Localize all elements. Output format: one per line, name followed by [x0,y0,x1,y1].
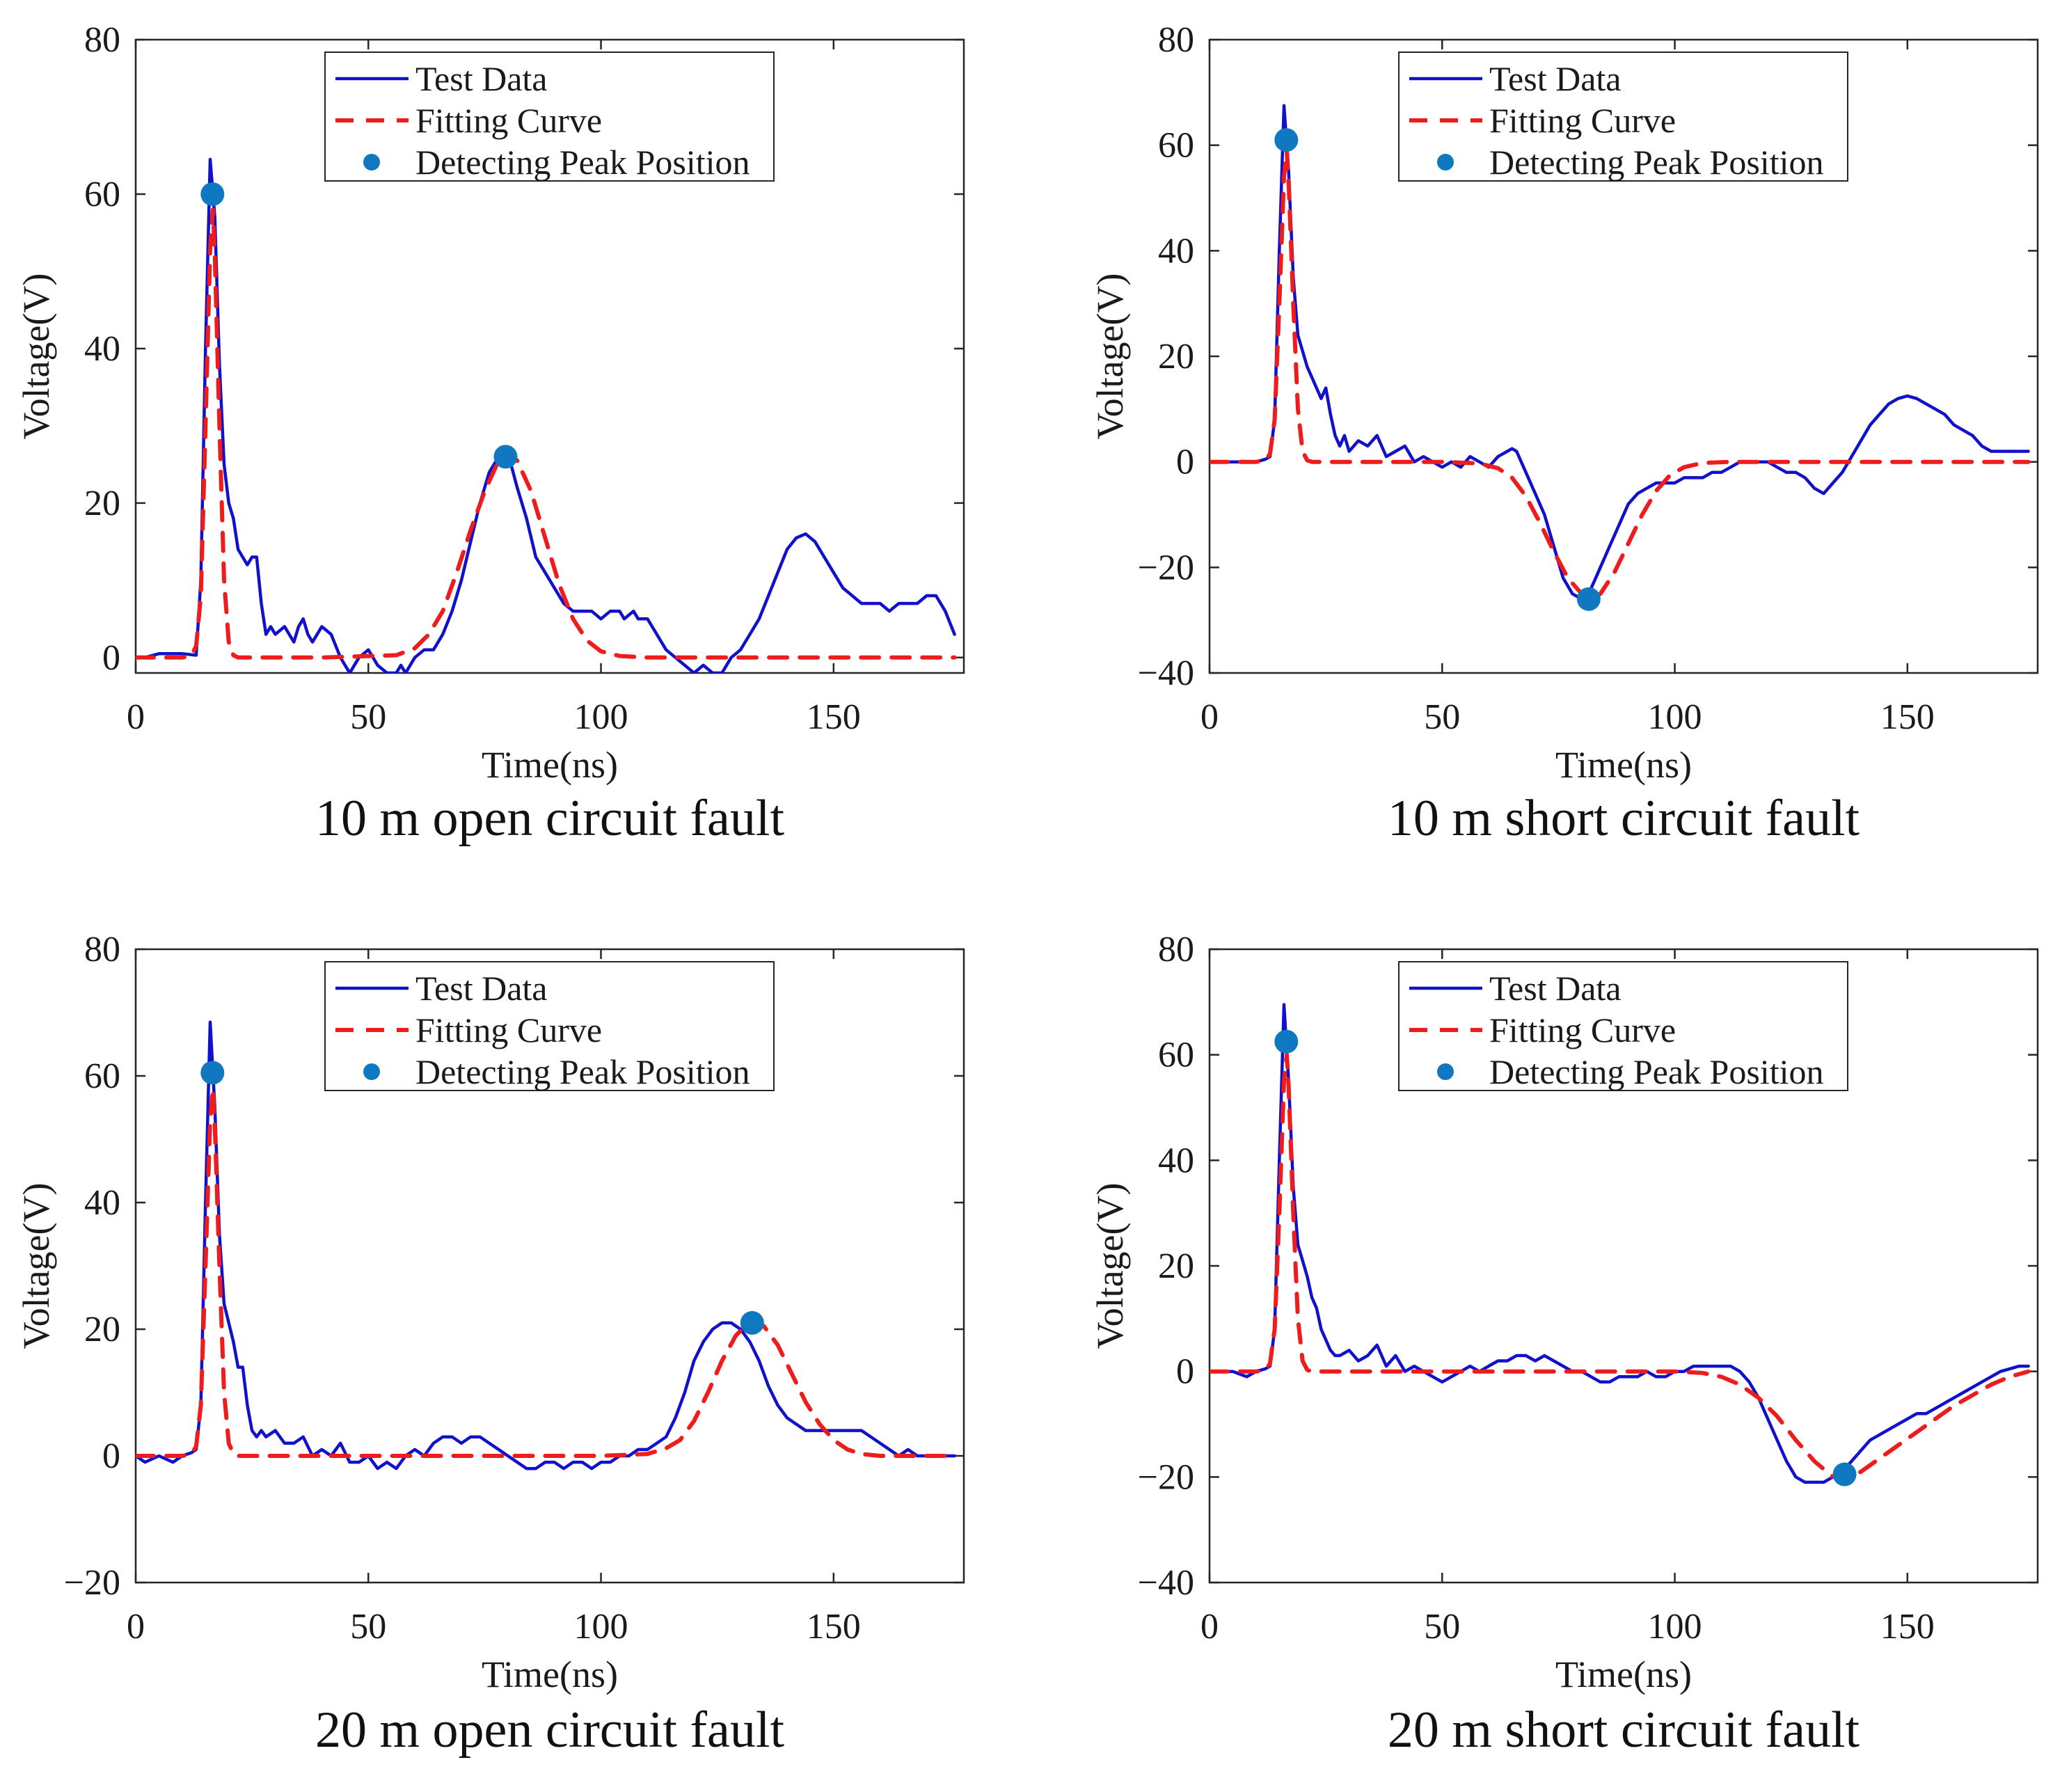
x-tick-label: 0 [1200,1607,1219,1647]
y-tick-label: −40 [1138,1563,1194,1603]
y-tick-label: 0 [1176,1352,1194,1392]
fitting-curve-line [1210,148,2031,601]
x-axis-label: Time(ns) [1555,1654,1692,1695]
y-tick-label: 80 [1158,930,1194,969]
legend-box [1398,51,1848,182]
peak-marker [1576,587,1601,611]
x-tick-label: 150 [1880,697,1935,737]
y-tick-label: 60 [84,175,120,214]
legend-box [324,961,775,1091]
x-axis-label: Time(ns) [1555,744,1692,786]
x-tick-label: 150 [807,1607,861,1647]
x-tick-label: 100 [1648,697,1702,737]
plot-area [136,1020,957,1470]
peak-marker [493,445,518,469]
legend-peak-position: Detecting Peak Position [415,143,750,182]
y-tick-label: 20 [1158,1246,1194,1286]
legend-peak-marker [1437,1063,1454,1080]
y-tick-label: 20 [1158,337,1194,376]
x-axis-label: Time(ns) [482,744,618,786]
legend-fitting-curve: Fitting Curve [1489,1010,1676,1049]
y-tick-label: 80 [84,930,120,969]
fitting-curve-line [136,207,957,660]
y-tick-label: 40 [1158,1141,1194,1180]
chart-panel-3: 0 50 100 150−20020406080Time(ns)Voltage(V)T… [15,930,965,1759]
y-axis-label: Voltage(V) [15,273,57,440]
plot-area [1210,1003,2031,1484]
legend-fitting-curve: Fitting Curve [415,1010,602,1049]
legend-peak-position: Detecting Peak Position [1489,143,1824,182]
legend-peak-marker [1437,154,1454,171]
legend-test-data: Test Data [1489,59,1621,98]
x-tick-label: 100 [1648,1607,1702,1647]
y-tick-label: 40 [1158,231,1194,271]
panel-caption: 10 m short circuit fault [1388,790,1860,847]
x-tick-label: 150 [1880,1607,1935,1647]
y-tick-label: 60 [84,1056,120,1096]
legend-test-data: Test Data [1489,969,1621,1008]
peak-marker [1832,1462,1857,1486]
panel-caption: 20 m open circuit fault [315,1702,784,1759]
panel-caption: 10 m open circuit fault [315,790,784,847]
legend-peak-position: Detecting Peak Position [415,1052,750,1091]
y-tick-label: 0 [1176,443,1194,482]
y-tick-label: −40 [1138,653,1194,693]
x-tick-label: 0 [127,697,145,737]
x-tick-label: 50 [350,1607,386,1647]
y-axis-label: Voltage(V) [1089,273,1131,440]
chart-panel-4: 0 50 100 150 −40 −20 0 20 40 60 80 Time(ns) Voltage(… [1089,930,2039,1759]
peak-marker [200,182,225,206]
x-tick-label: 50 [1424,1607,1460,1647]
legend-fitting-curve: Fitting Curve [1489,101,1676,140]
chart-panel-2: 0 50 100 150 −40 −20 0 20 40 60 80 Time(ns) Voltage(… [1089,20,2039,847]
x-tick-label: 50 [1424,697,1460,737]
legend-fitting-curve: Fitting Curve [415,101,602,140]
y-tick-label: 40 [84,329,120,369]
x-tick-label: 0 [1200,697,1219,737]
peak-marker [200,1061,225,1085]
legend-box [324,51,775,182]
y-tick-label: 0 [102,1436,120,1476]
y-tick-label: −20 [1138,1457,1194,1497]
peak-marker [1274,128,1299,152]
fitting-curve-line [1210,1052,2031,1482]
x-tick-label: 50 [350,697,386,737]
y-tick-label: 60 [1158,126,1194,166]
legend-peak-marker [363,154,380,171]
test-data-line [136,1020,956,1470]
test-data-line [1210,1003,2030,1484]
y-tick-label: 20 [84,484,120,523]
x-axis-label: Time(ns) [482,1654,618,1695]
peak-marker [1274,1029,1299,1054]
y-axis-label: Voltage(V) [1089,1183,1131,1349]
legend-test-data: Test Data [415,969,547,1008]
x-tick-label: 100 [574,697,628,737]
panel-caption: 20 m short circuit fault [1388,1702,1860,1759]
fitting-curve-line [136,1086,957,1458]
y-tick-label: −20 [1138,548,1194,587]
y-tick-label: 20 [84,1310,120,1349]
x-tick-label: 100 [574,1607,628,1647]
y-axis-label: Voltage(V) [15,1183,57,1349]
legend-box [1398,961,1848,1091]
chart-panel-1: 0 50 100 150 0 20 40 60 80 Time(ns) Voltage(V) Test… [15,20,965,847]
x-tick-label: 0 [127,1607,145,1647]
x-tick-label: 150 [807,697,861,737]
y-tick-label: 80 [1158,20,1194,60]
legend-peak-marker [363,1063,380,1080]
y-tick-label: 80 [84,20,120,60]
legend-test-data: Test Data [415,59,547,98]
legend-peak-position: Detecting Peak Position [1489,1052,1824,1091]
y-tick-label: 40 [84,1183,120,1223]
y-tick-label: 0 [102,638,120,678]
y-tick-label: −20 [64,1563,120,1603]
peak-marker [740,1310,764,1335]
y-tick-label: 60 [1158,1036,1194,1075]
